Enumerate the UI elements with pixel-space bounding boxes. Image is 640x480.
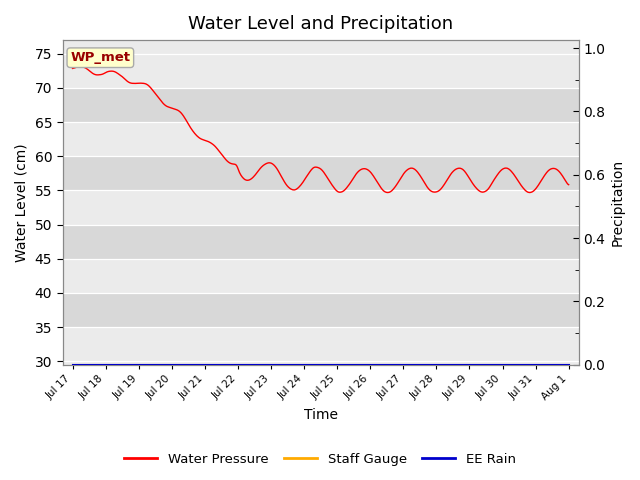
Bar <box>63 156 579 191</box>
Line: Water Pressure: Water Pressure <box>72 66 569 192</box>
X-axis label: Time: Time <box>303 408 337 422</box>
Water Pressure <box>381 189 389 195</box>
Water Pressure <box>180 113 188 119</box>
Water Pressure <box>206 140 214 145</box>
Water Pressure <box>76 63 84 69</box>
Bar <box>63 122 579 156</box>
Bar <box>63 88 579 122</box>
Water Pressure <box>384 190 392 195</box>
Bar <box>63 54 579 88</box>
Water Pressure <box>565 182 573 188</box>
Bar <box>63 191 579 225</box>
Text: WP_met: WP_met <box>70 51 131 64</box>
Y-axis label: Water Level (cm): Water Level (cm) <box>15 143 29 262</box>
Water Pressure <box>129 81 137 86</box>
Bar <box>63 259 579 293</box>
Water Pressure <box>396 176 404 182</box>
Bar <box>63 327 579 361</box>
Water Pressure <box>68 66 76 72</box>
Title: Water Level and Precipitation: Water Level and Precipitation <box>188 15 453 33</box>
Legend: Water Pressure, Staff Gauge, EE Rain: Water Pressure, Staff Gauge, EE Rain <box>118 447 522 471</box>
Water Pressure <box>78 64 86 70</box>
Bar <box>63 293 579 327</box>
Bar <box>63 225 579 259</box>
Y-axis label: Precipitation: Precipitation <box>611 159 625 246</box>
